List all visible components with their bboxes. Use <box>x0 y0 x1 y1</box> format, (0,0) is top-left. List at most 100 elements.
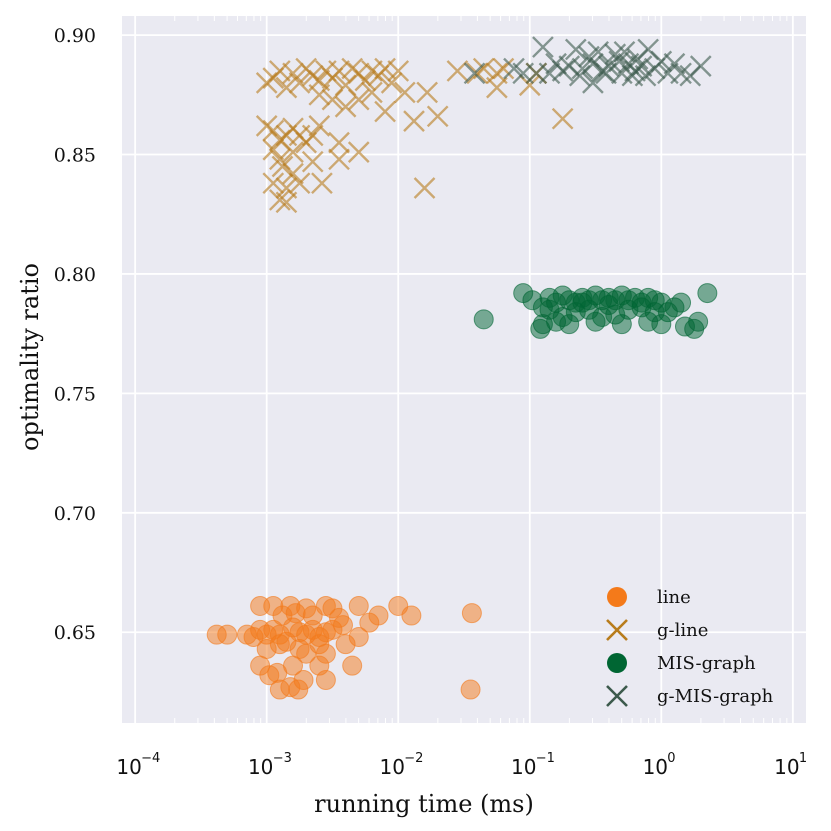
g-line-point <box>301 150 324 173</box>
grid-lines <box>122 16 806 723</box>
g-line-point <box>354 69 377 92</box>
g-line-point <box>282 62 304 85</box>
g-line-point <box>393 81 416 104</box>
line-point <box>332 615 353 636</box>
x-axis-label: running time (ms) <box>314 790 534 818</box>
g-line-point <box>308 83 331 106</box>
g-line-point <box>268 189 291 211</box>
series-g-line <box>255 57 574 214</box>
g-line-point <box>301 124 324 147</box>
g-line-point <box>288 172 311 195</box>
x-tick-label: 10 0 <box>643 751 676 779</box>
g-line-point <box>271 155 294 178</box>
legend-marker <box>607 653 627 673</box>
x-axis-ticks: 10 −4 10 −3 10 −2 10 −1 10 0 10 1 <box>116 751 807 779</box>
g-line-point <box>282 162 304 185</box>
g-line-point <box>413 177 436 199</box>
g-line-point <box>466 62 489 85</box>
g-MIS-graph-point <box>608 50 631 73</box>
x-tick-base: 10 <box>774 755 799 779</box>
line-point <box>315 670 336 691</box>
g-line-point <box>311 172 333 195</box>
MIS-graph-point <box>611 314 632 335</box>
g-line-point <box>551 107 574 130</box>
g-line-point <box>262 172 285 195</box>
x-tick-exponent: −1 <box>536 751 555 766</box>
MIS-graph-point <box>530 318 551 339</box>
g-line-point <box>308 115 331 137</box>
g-line-point <box>374 57 396 80</box>
legend-marker <box>606 619 628 641</box>
legend-label: g-MIS-graph <box>657 686 774 707</box>
g-line-point <box>321 88 344 111</box>
legend-marker <box>607 587 627 607</box>
MIS-graph-point <box>572 292 593 313</box>
line-point <box>348 627 369 648</box>
y-tick-label: 0.75 <box>54 383 96 405</box>
legend-label: line <box>657 587 691 608</box>
data-points <box>206 36 718 700</box>
line-point <box>296 643 317 664</box>
x-tick-exponent: 1 <box>799 751 807 766</box>
g-line-point <box>380 72 403 94</box>
x-tick-base: 10 <box>511 755 536 779</box>
y-axis-ticks: 0.65 0.70 0.75 0.80 0.85 0.90 <box>54 25 96 644</box>
g-line-point <box>426 105 449 128</box>
g-MIS-graph-point <box>634 64 657 87</box>
y-tick-label: 0.65 <box>54 622 96 644</box>
series-g-MIS-graph <box>463 36 712 94</box>
MIS-graph-point <box>651 314 672 335</box>
g-line-point <box>361 60 383 82</box>
g-MIS-graph-point <box>463 62 486 85</box>
legend-label: MIS-graph <box>657 653 756 674</box>
x-tick-base: 10 <box>248 755 273 779</box>
x-tick-label: 10 −2 <box>380 751 424 779</box>
line-point <box>401 605 422 626</box>
legend-entry-g-line: g-line <box>606 619 708 641</box>
line-point <box>348 595 369 616</box>
series-line <box>206 595 482 700</box>
MIS-graph-point <box>473 309 494 330</box>
MIS-graph-point <box>688 311 709 332</box>
x-tick-exponent: −4 <box>141 751 160 766</box>
x-tick-base: 10 <box>643 755 668 779</box>
g-line-point <box>288 72 311 94</box>
g-line-point <box>328 60 350 82</box>
x-tick-base: 10 <box>380 755 405 779</box>
g-MIS-graph-point <box>604 43 627 66</box>
MIS-graph-point <box>697 283 718 304</box>
g-line-point <box>347 88 370 111</box>
g-line-point <box>275 191 298 214</box>
g-line-point <box>374 100 396 123</box>
x-tick-exponent: −2 <box>404 751 423 766</box>
series-MIS-graph <box>473 283 718 339</box>
g-line-point <box>361 81 383 104</box>
g-line-point <box>262 138 285 161</box>
line-point <box>288 679 309 700</box>
legend-entry-line: line <box>607 587 691 608</box>
legend-marker <box>606 685 628 707</box>
line-point <box>322 598 343 619</box>
x-tick-base: 10 <box>116 755 141 779</box>
plot-background <box>122 16 806 723</box>
line-point <box>302 605 323 626</box>
x-tick-exponent: −3 <box>273 751 292 766</box>
x-tick-label: 10 −3 <box>248 751 292 779</box>
x-tick-label: 10 −4 <box>116 751 160 779</box>
x-tick-exponent: 0 <box>667 751 675 766</box>
g-MIS-graph-point <box>663 52 686 75</box>
g-line-point <box>486 76 508 99</box>
g-line-point <box>328 131 350 154</box>
g-line-point <box>334 95 357 118</box>
MIS-graph-point <box>598 295 619 316</box>
g-line-point <box>403 110 425 132</box>
g-line-point <box>387 60 410 82</box>
line-point <box>342 655 363 676</box>
MIS-graph-point <box>585 311 606 332</box>
line-point <box>359 612 380 633</box>
MIS-graph-point <box>559 314 580 335</box>
g-MIS-graph-point <box>582 52 604 75</box>
legend-entry-MIS-graph: MIS-graph <box>607 653 756 674</box>
y-tick-label: 0.80 <box>54 264 96 286</box>
